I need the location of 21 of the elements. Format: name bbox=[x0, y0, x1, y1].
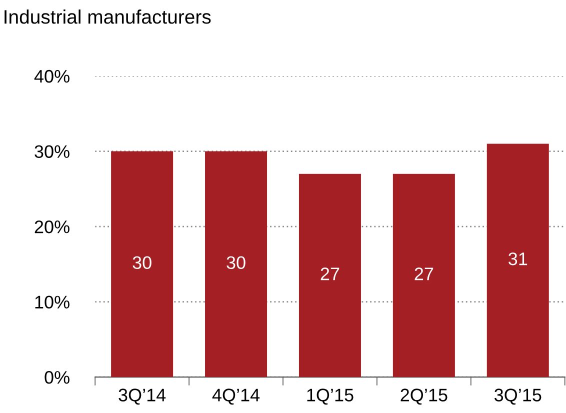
y-tick-label: 30% bbox=[34, 145, 70, 158]
data-label: 30 bbox=[132, 256, 152, 270]
data-label: 27 bbox=[414, 268, 434, 280]
x-tick-label: 1Q’15 bbox=[307, 388, 354, 405]
y-tick-label: 0% bbox=[44, 371, 70, 384]
chart-title: Industrial manufacturers bbox=[4, 10, 211, 24]
bar bbox=[205, 151, 268, 378]
x-tick-label: 4Q’14 bbox=[212, 388, 260, 405]
data-label: 27 bbox=[320, 268, 340, 280]
bar bbox=[111, 151, 174, 378]
data-label: 31 bbox=[508, 252, 528, 266]
y-tick-label: 10% bbox=[35, 296, 70, 309]
x-tick-label: 3Q’15 bbox=[494, 388, 542, 405]
bar bbox=[486, 144, 549, 378]
x-tick-label: 2Q’15 bbox=[400, 388, 448, 405]
bar bbox=[298, 174, 361, 378]
data-label: 30 bbox=[226, 256, 246, 270]
y-tick-label: 20% bbox=[34, 220, 70, 234]
y-tick-label: 40% bbox=[34, 70, 70, 83]
x-tick-label: 3Q’14 bbox=[118, 388, 166, 405]
bar bbox=[392, 174, 455, 378]
